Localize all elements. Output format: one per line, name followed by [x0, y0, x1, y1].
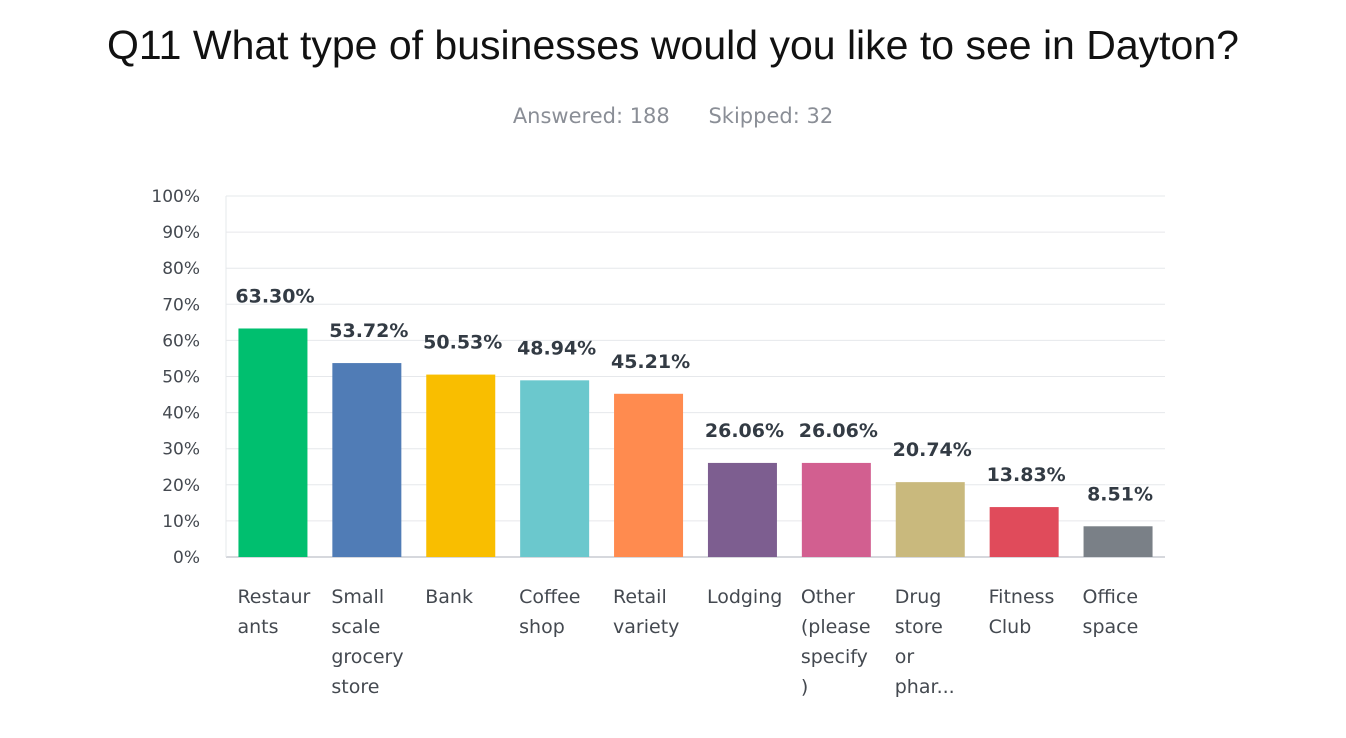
data-label: 8.51% — [1087, 483, 1153, 505]
bar — [989, 507, 1059, 557]
bar — [332, 363, 402, 557]
bar — [520, 380, 590, 557]
x-tick-label: Drug store or phar... — [895, 586, 955, 698]
x-tick-label: Office space — [1083, 586, 1139, 638]
x-tick-label: Other (please specify) — [801, 586, 871, 698]
bar — [801, 462, 871, 557]
bar — [1083, 526, 1153, 557]
bar — [707, 462, 777, 557]
page-title: Q11 What type of businesses would you li… — [107, 22, 1239, 68]
x-tick-label: Fitness Club — [989, 586, 1055, 638]
y-tick-label: 90% — [162, 223, 200, 243]
y-tick-label: 40% — [162, 404, 200, 424]
y-axis: 0% 10% 20% 30% 40% 50% 60% 70% 80% 90% 100% — [151, 187, 200, 568]
y-tick-label: 50% — [162, 368, 200, 388]
data-label: 26.06% — [705, 420, 784, 442]
bar — [238, 328, 308, 557]
answered-count: Answered: 188 — [512, 104, 670, 128]
x-tick-label: Small scale grocery store — [331, 586, 403, 698]
x-tick-label: Restaur ants — [237, 586, 310, 638]
data-label: 63.30% — [235, 285, 314, 307]
data-label: 20.74% — [893, 439, 972, 461]
x-tick-label: Bank — [425, 586, 473, 608]
y-tick-label: 30% — [162, 440, 200, 460]
data-label: 48.94% — [517, 337, 596, 359]
data-label: 50.53% — [423, 332, 502, 354]
y-tick-label: 20% — [162, 476, 200, 496]
x-axis: Restaur ants Small scale grocery store Bank Cof… — [237, 586, 1138, 698]
data-label: 26.06% — [799, 420, 878, 442]
x-tick-label: Retail variety — [613, 586, 679, 638]
y-tick-label: 10% — [162, 512, 200, 532]
bar — [426, 374, 496, 557]
data-label: 13.83% — [987, 464, 1066, 486]
y-tick-label: 60% — [162, 331, 200, 351]
data-label: 53.72% — [329, 320, 408, 342]
bar — [895, 482, 965, 557]
x-tick-label: Coffee shop — [519, 586, 580, 638]
bar — [614, 393, 684, 557]
y-tick-label: 70% — [162, 295, 200, 315]
y-tick-label: 80% — [162, 259, 200, 279]
skipped-count: Skipped: 32 — [708, 104, 834, 128]
response-stats: Answered: 188 Skipped: 32 — [0, 104, 1346, 128]
data-label: 45.21% — [611, 351, 690, 373]
y-tick-label: 0% — [173, 548, 200, 568]
bars — [238, 328, 1153, 557]
data-labels: 63.30% 53.72% 50.53% 48.94% 45.21% 26.06% 26.0… — [235, 285, 1153, 505]
x-tick-label: Lodging — [707, 586, 782, 608]
y-tick-label: 100% — [151, 187, 200, 207]
